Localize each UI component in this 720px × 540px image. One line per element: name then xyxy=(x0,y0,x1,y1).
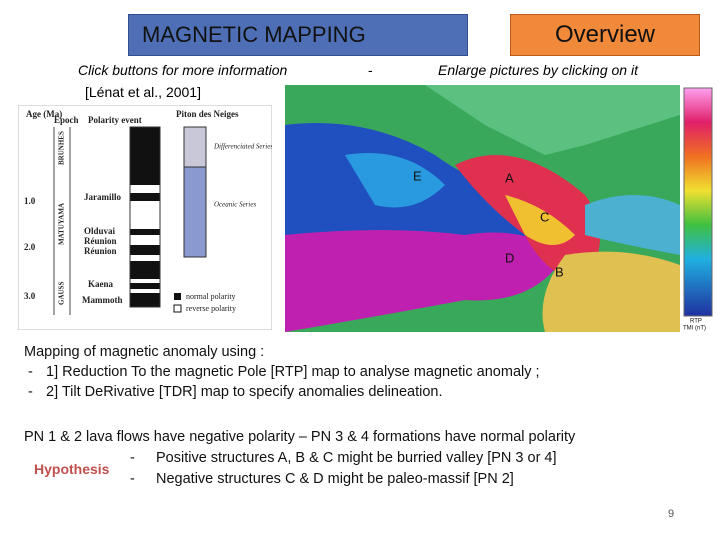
legend-title: RTP xyxy=(690,319,702,325)
epoch: BRUNHES xyxy=(58,131,66,165)
map-region xyxy=(505,195,575,245)
map-label: B xyxy=(555,264,564,279)
polarity-header: Polarity event xyxy=(88,115,142,125)
bullet-text: Negative structures C & D might be paleo… xyxy=(156,471,514,487)
intro: Mapping of magnetic anomaly using : xyxy=(24,344,265,360)
page-number: 9 xyxy=(668,508,675,520)
map-region xyxy=(285,85,680,155)
event: Réunion xyxy=(84,246,117,256)
reference: [Lénat et al., 2001] xyxy=(85,84,201,100)
age: 2.0 xyxy=(24,242,36,252)
series-label: Differenciated Series xyxy=(213,143,272,151)
legend-entry: reverse polarity xyxy=(186,304,236,313)
map-region xyxy=(285,230,565,332)
hint-left: Click buttons for more information xyxy=(78,62,288,78)
color-bar xyxy=(683,87,713,317)
age: 1.0 xyxy=(24,196,36,206)
series-label: Oceanic Series xyxy=(214,201,256,209)
bullet-text: 1] Reduction To the magnetic Pole [RTP] … xyxy=(46,364,540,380)
slide-title: MAGNETIC MAPPING xyxy=(142,22,366,47)
age: 3.0 xyxy=(24,291,36,301)
formation-header: Piton des Neiges xyxy=(176,109,239,119)
map-label: A xyxy=(505,170,514,185)
title-bar xyxy=(128,14,468,56)
magnetic-map[interactable]: E A C D B RTP TMI (nT) xyxy=(285,85,720,332)
age-header: Age (Ma) xyxy=(26,109,62,119)
overview-button[interactable]: Overview xyxy=(510,14,700,56)
hypothesis-label: Hypothesis xyxy=(34,461,110,477)
bullet-marker: - xyxy=(28,364,33,380)
column-figure[interactable]: Age (Ma) Epoch Polarity event Piton des … xyxy=(18,105,272,330)
epoch: GAUSS xyxy=(58,282,66,305)
bullet-marker: - xyxy=(28,384,33,400)
map-region xyxy=(542,251,680,332)
legend-entry: normal polarity xyxy=(186,292,236,301)
bullet-marker: - xyxy=(130,471,135,487)
separator: - xyxy=(368,62,373,78)
polarity-bars xyxy=(53,126,207,315)
bullet-text: 2] Tilt DeRivative [TDR] map to specify … xyxy=(46,384,443,400)
bullet-text: Positive structures A, B & C might be bu… xyxy=(156,450,557,466)
map-region xyxy=(345,153,445,208)
polarity-statement: PN 1 & 2 lava flows have negative polari… xyxy=(24,429,576,445)
epoch: MATUYAMA xyxy=(58,203,66,245)
event: Réunion xyxy=(84,236,117,246)
event: Mammoth xyxy=(82,295,123,305)
event: Kaena xyxy=(88,279,114,289)
map-region xyxy=(585,195,680,255)
event: Jaramillo xyxy=(84,192,121,202)
bullet-marker: - xyxy=(130,450,135,466)
epoch-header: Epoch xyxy=(54,115,79,125)
map-label: E xyxy=(413,168,422,183)
legend-unit: TMI (nT) xyxy=(683,326,706,332)
map-label: C xyxy=(540,209,549,224)
event: Olduvai xyxy=(84,226,116,236)
hint-right: Enlarge pictures by clicking on it xyxy=(438,62,638,78)
map-label: D xyxy=(505,250,514,265)
